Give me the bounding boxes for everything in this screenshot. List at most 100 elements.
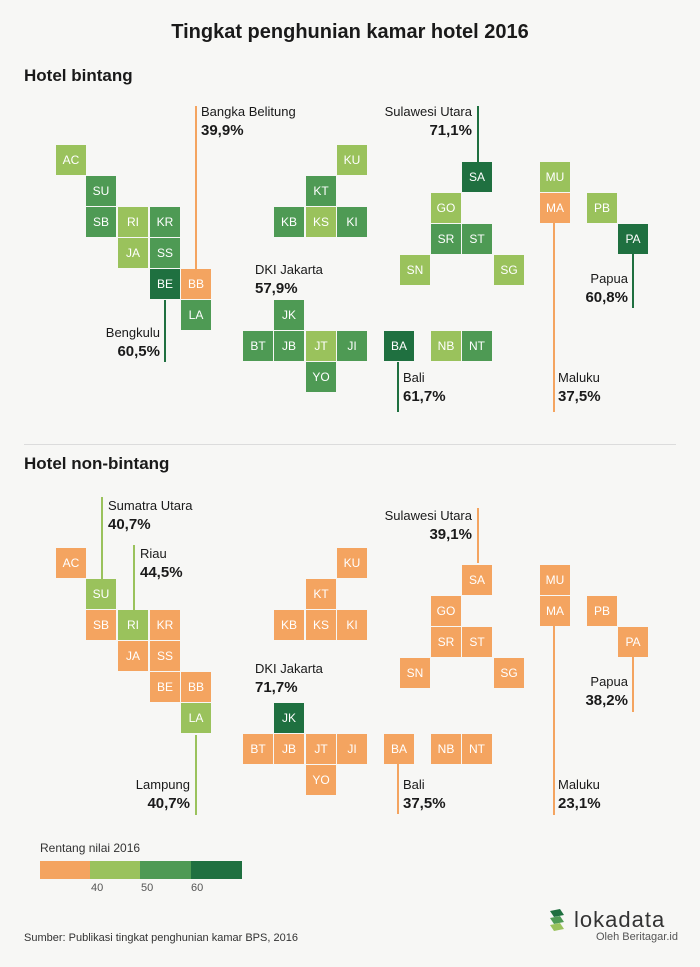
tile-sg: SG [494, 658, 524, 688]
legend-swatch-dark-green [191, 861, 242, 879]
legend-color-scale [40, 861, 242, 879]
tile-yo: YO [306, 765, 336, 795]
callout-value: 40,7% [147, 795, 190, 812]
tile-st: ST [462, 224, 492, 254]
callout-dki-jakarta: DKI Jakarta 71,7% [255, 661, 323, 696]
callout-name: Lampung [135, 777, 190, 792]
tile-sb: SB [86, 207, 116, 237]
callout-name: Riau [140, 546, 167, 561]
tile-sb: SB [86, 610, 116, 640]
tile-nb: NB [431, 331, 461, 361]
tile-ki: KI [337, 610, 367, 640]
tile-sg: SG [494, 255, 524, 285]
callout-value: 57,9% [255, 280, 298, 297]
leader-line [101, 497, 103, 580]
tile-ac: AC [56, 145, 86, 175]
callout-name: Bengkulu [105, 325, 160, 340]
legend-tick: 40 [91, 882, 104, 894]
tile-kr: KR [150, 207, 180, 237]
tile-jb: JB [274, 331, 304, 361]
tile-kb: KB [274, 610, 304, 640]
tile-bb: BB [181, 269, 211, 299]
legend-swatch-mid-green [140, 861, 191, 879]
tile-sa: SA [462, 565, 492, 595]
tile-sa: SA [462, 162, 492, 192]
tile-ss: SS [150, 641, 180, 671]
tile-go: GO [431, 193, 461, 223]
tile-ji: JI [337, 331, 367, 361]
tile-kr: KR [150, 610, 180, 640]
legend-tick: 60 [191, 882, 204, 894]
callout-papua: Papua 38,2% [538, 674, 628, 709]
callout-name: Bali [403, 370, 425, 385]
tile-pb: PB [587, 193, 617, 223]
callout-bali: Bali 61,7% [403, 370, 446, 405]
callout-value: 40,7% [108, 516, 151, 533]
tile-st: ST [462, 627, 492, 657]
leader-line [397, 362, 399, 412]
callout-sumatra-utara: Sumatra Utara 40,7% [108, 498, 193, 533]
leader-line [477, 508, 479, 563]
leader-line [164, 300, 166, 362]
callout-value: 71,1% [429, 122, 472, 139]
leader-line [632, 253, 634, 308]
callout-sulawesi-utara: Sulawesi Utara 39,1% [372, 508, 472, 543]
callout-name: Bangka Belitung [201, 104, 296, 119]
leader-line [553, 625, 555, 815]
tile-ba: BA [384, 331, 414, 361]
tile-pa: PA [618, 627, 648, 657]
section-divider [24, 444, 676, 445]
leader-line [477, 106, 479, 162]
callout-maluku: Maluku 23,1% [558, 777, 601, 812]
callout-value: 39,9% [201, 122, 244, 139]
chart-title: Tingkat penghunian kamar hotel 2016 [171, 21, 529, 43]
callout-name: Papua [590, 674, 628, 689]
callout-sulawesi-utara: Sulawesi Utara 71,1% [372, 104, 472, 139]
callout-value: 60,8% [585, 289, 628, 306]
legend-swatch-orange [40, 861, 90, 879]
callout-lampung: Lampung 40,7% [100, 777, 190, 812]
tile-su: SU [86, 176, 116, 206]
tile-ku: KU [337, 145, 367, 175]
tile-jt: JT [306, 734, 336, 764]
callout-dki-jakarta: DKI Jakarta 57,9% [255, 262, 323, 297]
callout-value: 23,1% [558, 795, 601, 812]
tile-ma: MA [540, 193, 570, 223]
source-note: Sumber: Publikasi tingkat penghunian kam… [24, 932, 298, 944]
tile-pa: PA [618, 224, 648, 254]
callout-value: 61,7% [403, 388, 446, 405]
tile-kt: KT [306, 579, 336, 609]
tile-ss: SS [150, 238, 180, 268]
callout-riau: Riau 44,5% [140, 546, 183, 581]
callout-name: Sulawesi Utara [384, 508, 472, 523]
tile-jk: JK [274, 703, 304, 733]
leader-line [553, 222, 555, 412]
tile-kt: KT [306, 176, 336, 206]
tile-ks: KS [306, 610, 336, 640]
tile-nt: NT [462, 331, 492, 361]
callout-name: DKI Jakarta [255, 661, 323, 676]
tile-ma: MA [540, 596, 570, 626]
tile-ki: KI [337, 207, 367, 237]
callout-name: Maluku [558, 370, 600, 385]
callout-value: 39,1% [429, 526, 472, 543]
tile-ri: RI [118, 610, 148, 640]
tile-ku: KU [337, 548, 367, 578]
tile-la: LA [181, 703, 211, 733]
tile-pb: PB [587, 596, 617, 626]
legend-swatch-light-green [90, 861, 140, 879]
tile-ji: JI [337, 734, 367, 764]
tile-nb: NB [431, 734, 461, 764]
section-title-hotel-bintang: Hotel bintang [24, 66, 133, 85]
leader-line [195, 106, 197, 270]
callout-value: 44,5% [140, 564, 183, 581]
leader-line [133, 545, 135, 613]
tile-mu: MU [540, 565, 570, 595]
tile-sn: SN [400, 255, 430, 285]
tile-bt: BT [243, 331, 273, 361]
logo-byline: Oleh Beritagar.id [596, 931, 678, 943]
callout-value: 38,2% [585, 692, 628, 709]
callout-bali: Bali 37,5% [403, 777, 446, 812]
section-title-hotel-non-bintang: Hotel non-bintang [24, 454, 170, 473]
leader-line [195, 735, 197, 815]
